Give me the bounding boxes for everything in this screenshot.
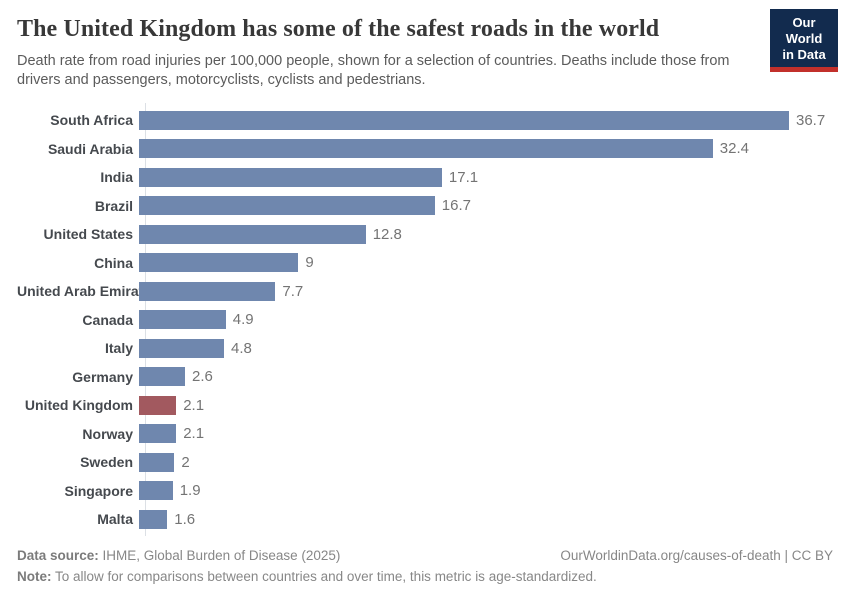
attribution-link[interactable]: OurWorldinData.org/causes-of-death | CC … <box>560 548 833 564</box>
bar-label: China <box>94 254 133 271</box>
bar-label: Canada <box>82 311 133 328</box>
bar[interactable] <box>139 253 299 273</box>
page-title: The United Kingdom has some of the safes… <box>17 16 660 42</box>
owid-logo-line1: Our World <box>785 15 823 46</box>
bar-label: Sweden <box>80 454 133 471</box>
bar-label: United Arab Emirates <box>17 283 159 300</box>
bar-value: 36.7 <box>796 111 826 129</box>
bar-value: 17.1 <box>448 168 479 186</box>
bar-label: India <box>100 169 133 186</box>
bar-label: Saudi Arabia <box>47 140 133 157</box>
bar-track: 2.6 <box>139 367 833 387</box>
bar-track: 1.9 <box>139 481 833 501</box>
bar-value: 1.9 <box>179 482 201 500</box>
bar-track: 2.1 <box>139 395 833 415</box>
bar-value: 2.6 <box>192 368 213 386</box>
data-source-text: IHME, Global Burden of Disease (2025) <box>98 548 341 564</box>
bar-track: 1.6 <box>139 509 833 529</box>
bar[interactable] <box>139 310 226 330</box>
bar-track: 17.1 <box>139 167 833 187</box>
bar-label: United States <box>43 226 133 243</box>
bar-track: 36.7 <box>139 110 833 130</box>
bar-value: 4.8 <box>231 339 252 357</box>
attribution: OurWorldinData.org/causes-of-death | CC … <box>560 546 833 566</box>
bar[interactable] <box>139 509 168 529</box>
bar-track: 4.9 <box>139 310 833 330</box>
owid-logo-line2: in Data <box>782 46 826 62</box>
bar-value: 32.4 <box>719 140 749 158</box>
bar-label: Singapore <box>64 482 133 499</box>
bar[interactable] <box>139 481 173 501</box>
bar-chart-rows: South Africa 36.7 Saudi Arabia 32.4 Indi… <box>17 106 833 534</box>
bar[interactable] <box>139 196 435 216</box>
bar-row: Singapore 1.9 <box>17 476 833 505</box>
bar-row: Norway 2.1 <box>17 419 833 448</box>
owid-logo: Our World in Data <box>770 9 838 72</box>
bar-row: United Arab Emirates 7.7 <box>17 277 833 306</box>
bar-track: 7.7 <box>139 281 833 301</box>
bar-label: Italy <box>104 340 133 357</box>
bar-value: 1.6 <box>174 510 196 528</box>
bar[interactable] <box>139 424 177 444</box>
bar-value: 7.7 <box>282 282 304 300</box>
note-label: Note: <box>17 568 52 584</box>
bar[interactable] <box>139 338 224 358</box>
footer-note-row: Note: To allow for comparisons between c… <box>17 567 833 587</box>
note-text: To allow for comparisons between countri… <box>51 568 597 584</box>
bar-row: Malta 1.6 <box>17 505 833 534</box>
bar[interactable] <box>139 167 442 187</box>
bar[interactable] <box>139 281 276 301</box>
bar-row: Sweden 2 <box>17 448 833 477</box>
bar-value: 2 <box>181 453 190 471</box>
bar-value: 2.1 <box>183 396 205 414</box>
chart-footer: Data source: IHME, Global Burden of Dise… <box>17 546 833 587</box>
bar-track: 4.8 <box>139 338 833 358</box>
bar[interactable] <box>139 224 366 244</box>
bar-chart: South Africa 36.7 Saudi Arabia 32.4 Indi… <box>17 102 833 537</box>
bar-label: Germany <box>72 368 133 385</box>
bar-row: Germany 2.6 <box>17 362 833 391</box>
bar-label: United Kingdom <box>24 397 133 414</box>
bar[interactable] <box>139 139 713 159</box>
bar-track: 32.4 <box>139 139 833 159</box>
data-source: Data source: IHME, Global Burden of Dise… <box>17 546 340 566</box>
bar-row: China 9 <box>17 248 833 277</box>
bar-label: Norway <box>82 425 133 442</box>
bar-value: 12.8 <box>372 225 402 243</box>
bar-label: Brazil <box>94 197 133 214</box>
bar-track: 2.1 <box>139 424 833 444</box>
bar-track: 2 <box>139 452 833 472</box>
data-source-label: Data source: <box>17 548 99 564</box>
bar[interactable] <box>139 367 185 387</box>
bar[interactable] <box>139 395 177 415</box>
bar-row: United States 12.8 <box>17 220 833 249</box>
bar-row: South Africa 36.7 <box>17 106 833 135</box>
bar-label: Malta <box>97 511 133 528</box>
bar[interactable] <box>139 452 175 472</box>
bar-track: 9 <box>139 253 833 273</box>
bar-value: 9 <box>305 254 314 272</box>
bar-row: Canada 4.9 <box>17 305 833 334</box>
chart-subtitle: Death rate from road injuries per 100,00… <box>17 53 730 89</box>
bar-track: 12.8 <box>139 224 833 244</box>
bar-label: South Africa <box>50 112 133 129</box>
bar-value: 4.9 <box>232 311 254 329</box>
bar-value: 16.7 <box>441 197 471 215</box>
bar-row: Italy 4.8 <box>17 334 833 363</box>
bar-row: Brazil 16.7 <box>17 191 833 220</box>
bar-row: India 17.1 <box>17 163 833 192</box>
bar-value: 2.1 <box>183 425 205 443</box>
footer-sources-row: Data source: IHME, Global Burden of Dise… <box>17 546 833 566</box>
bar-row: United Kingdom 2.1 <box>17 391 833 420</box>
bar-track: 16.7 <box>139 196 833 216</box>
bar[interactable] <box>139 110 789 130</box>
bar-row: Saudi Arabia 32.4 <box>17 134 833 163</box>
